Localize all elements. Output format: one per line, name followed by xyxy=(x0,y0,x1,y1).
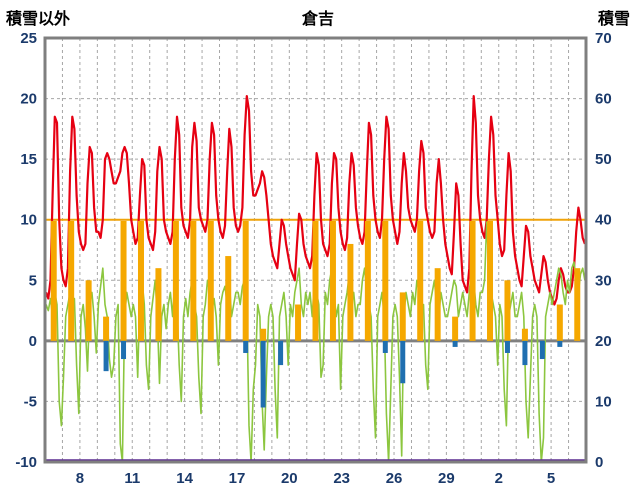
x-axis-tick: 11 xyxy=(124,470,140,487)
x-axis-tick: 23 xyxy=(333,470,350,487)
orange-bars xyxy=(574,268,581,341)
left-axis-title: 積雪以外 xyxy=(6,11,71,28)
orange-bars xyxy=(382,220,389,341)
left-axis-tick: -5 xyxy=(24,393,37,410)
orange-bars xyxy=(137,220,144,341)
orange-bars xyxy=(120,220,127,341)
orange-bars xyxy=(487,220,494,341)
right-axis-tick: 40 xyxy=(595,212,612,229)
x-axis-tick: 20 xyxy=(281,470,298,487)
blue-bars xyxy=(557,340,563,347)
orange-bars xyxy=(399,292,406,341)
orange-bars xyxy=(434,268,441,341)
red-temperature-line xyxy=(45,94,586,306)
right-axis-tick: 30 xyxy=(595,272,612,289)
orange-bars xyxy=(155,268,162,341)
x-axis-tick: 26 xyxy=(386,470,403,487)
blue-bars xyxy=(400,340,406,384)
right-axis-tick: 60 xyxy=(595,91,612,108)
right-axis-tick: 10 xyxy=(595,393,612,410)
blue-bars xyxy=(103,340,109,372)
orange-bars xyxy=(347,243,354,341)
orange-bars xyxy=(329,220,336,341)
orange-bars xyxy=(312,220,319,341)
orange-bars xyxy=(417,220,424,341)
blue-bars xyxy=(121,340,127,360)
blue-bars xyxy=(278,340,284,366)
x-axis-tick: 8 xyxy=(76,470,84,487)
orange-bars xyxy=(504,280,511,341)
blue-bars xyxy=(522,340,528,366)
right-axis-tick: 50 xyxy=(595,151,612,168)
x-axis-tick: 29 xyxy=(438,470,455,487)
blue-bars xyxy=(260,340,266,408)
blue-bars xyxy=(452,340,458,347)
orange-bars xyxy=(207,220,214,341)
blue-bars xyxy=(504,340,510,353)
chart-title: 倉吉 xyxy=(301,11,334,28)
orange-bars xyxy=(295,304,302,341)
orange-bars xyxy=(364,220,371,341)
left-axis-tick: -10 xyxy=(15,454,37,471)
left-axis-tick: 0 xyxy=(29,333,37,350)
x-axis-tick: 5 xyxy=(547,470,555,487)
orange-bars xyxy=(225,256,232,341)
orange-bars xyxy=(172,220,179,341)
blue-bars xyxy=(539,340,545,360)
left-axis-tick: 10 xyxy=(20,212,37,229)
left-axis-tick: 20 xyxy=(20,91,37,108)
orange-bars xyxy=(50,220,57,341)
orange-bars xyxy=(469,220,476,341)
x-axis-tick: 17 xyxy=(229,470,246,487)
left-axis-tick: 15 xyxy=(20,151,37,168)
orange-bars xyxy=(190,220,197,341)
orange-bars xyxy=(68,220,75,341)
blue-bars xyxy=(243,340,249,353)
left-axis-tick: 5 xyxy=(29,272,37,289)
blue-bars xyxy=(382,340,388,353)
orange-bars xyxy=(452,316,459,341)
orange-bars xyxy=(85,280,92,341)
x-axis-tick: 2 xyxy=(495,470,503,487)
right-axis-tick: 0 xyxy=(595,454,603,471)
orange-bars xyxy=(521,328,528,341)
right-axis-tick: 20 xyxy=(595,333,612,350)
orange-bars xyxy=(242,220,249,341)
orange-bars xyxy=(556,304,563,341)
plot-frame xyxy=(43,36,588,464)
x-axis-tick: 14 xyxy=(176,470,193,487)
right-axis-tick: 70 xyxy=(595,30,612,47)
orange-bars xyxy=(260,328,267,341)
right-axis-title: 積雪 xyxy=(597,11,630,28)
left-axis-tick: 25 xyxy=(20,30,37,47)
orange-bars xyxy=(103,316,110,341)
